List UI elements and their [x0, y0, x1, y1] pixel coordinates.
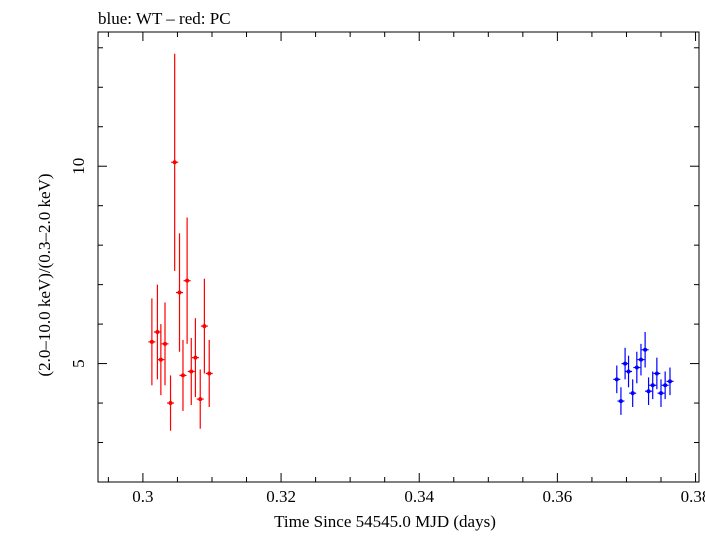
y-tick-label: 10 — [69, 158, 88, 175]
x-axis: 0.3 0.32 0.34 0.36 0.38 — [107, 32, 705, 506]
data-point — [650, 383, 655, 388]
y-axis-label: (2.0–10.0 keV)/(0.3–2.0 keV) — [35, 173, 54, 376]
data-point — [659, 391, 664, 396]
series-wt — [613, 332, 674, 415]
x-tick-label: 0.36 — [543, 487, 573, 506]
x-axis-label: Time Since 54545.0 MJD (days) — [274, 512, 496, 531]
data-point — [172, 160, 177, 165]
data-point — [177, 290, 182, 295]
data-point — [155, 330, 160, 334]
x-tick-label: 0.32 — [266, 487, 296, 506]
data-point — [638, 357, 643, 362]
data-point — [185, 278, 190, 283]
series-layer — [148, 53, 674, 431]
data-point — [667, 379, 672, 384]
data-point — [163, 341, 168, 346]
data-point — [623, 361, 628, 366]
data-point — [202, 324, 207, 329]
chart-title: blue: WT – red: PC — [98, 9, 231, 28]
data-point — [630, 391, 635, 396]
data-point — [663, 383, 668, 388]
data-point — [158, 357, 163, 362]
data-point — [168, 401, 173, 406]
data-point — [643, 347, 648, 352]
data-point — [618, 399, 623, 404]
data-point — [198, 397, 203, 402]
data-point — [634, 365, 639, 370]
plot-frame — [97, 31, 700, 483]
data-point — [193, 355, 198, 360]
data-point — [654, 371, 659, 376]
x-tick-label: 0.34 — [404, 487, 434, 506]
y-tick-label: 5 — [69, 359, 88, 368]
x-tick-label: 0.38 — [681, 487, 705, 506]
y-axis: 5 10 — [69, 47, 699, 444]
x-tick-label: 0.3 — [132, 487, 153, 506]
data-point — [626, 369, 631, 374]
data-point — [149, 339, 154, 344]
data-point — [207, 371, 212, 376]
data-point — [646, 389, 651, 394]
series-pc — [148, 53, 213, 431]
data-point — [180, 373, 185, 378]
data-point — [189, 369, 194, 374]
data-point — [614, 377, 619, 382]
